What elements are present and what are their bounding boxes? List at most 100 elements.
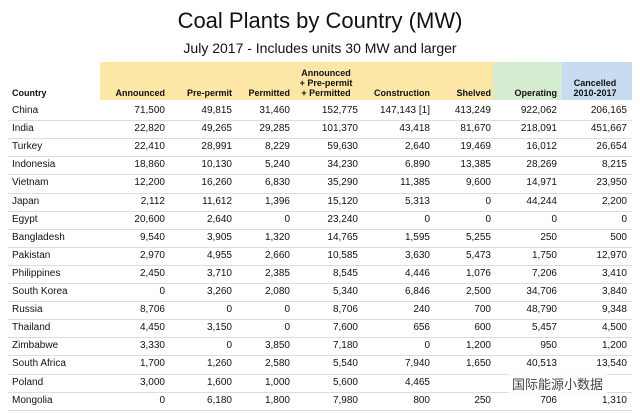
country-cell: India: [12, 123, 34, 135]
row-rule: [8, 355, 632, 357]
value-cell: 0: [159, 286, 165, 297]
header-cell: Cancelled 2010-2017: [573, 78, 617, 98]
value-cell: 23,950: [596, 177, 627, 189]
value-cell: 5,600: [332, 376, 358, 388]
watermark: 国际能源小数据: [508, 372, 608, 395]
country-cell: Poland: [12, 376, 44, 388]
value-cell: 4,465: [404, 376, 430, 388]
row-rule: [8, 156, 632, 158]
value-cell: 34,706: [526, 286, 557, 297]
value-cell: 3,260: [206, 286, 232, 297]
country-cell: Russia: [12, 304, 43, 316]
value-cell: 250: [540, 231, 557, 243]
value-cell: 3,710: [206, 267, 232, 279]
country-cell: Thailand: [12, 322, 51, 334]
value-cell: 2,080: [264, 286, 290, 297]
value-cell: 43,418: [399, 123, 430, 135]
value-cell: 1,700: [139, 358, 165, 370]
value-cell: 0: [284, 213, 290, 225]
value-cell: 34,230: [327, 159, 358, 171]
row-rule: [8, 337, 632, 339]
value-cell: 9,600: [465, 177, 491, 189]
value-cell: 3,330: [139, 340, 165, 352]
value-cell: 0: [485, 195, 491, 207]
value-cell: 1,200: [601, 340, 627, 352]
value-cell: 451,667: [590, 123, 627, 135]
value-cell: 7,206: [531, 267, 557, 279]
value-cell: 8,545: [332, 267, 358, 279]
value-cell: 4,955: [206, 249, 232, 261]
row-rule: [8, 319, 632, 321]
value-cell: 2,500: [465, 286, 491, 297]
value-cell: 15,120: [327, 195, 358, 207]
value-cell: 5,457: [531, 322, 557, 334]
value-cell: 48,790: [526, 304, 557, 316]
value-cell: 10,585: [327, 249, 358, 261]
value-cell: 2,580: [264, 358, 290, 370]
value-cell: 3,000: [139, 376, 165, 388]
value-cell: 7,600: [332, 322, 358, 334]
value-cell: 8,706: [139, 304, 165, 316]
value-cell: 12,970: [596, 249, 627, 261]
value-cell: 1,310: [601, 394, 627, 406]
value-cell: 14,765: [327, 231, 358, 243]
value-cell: 7,940: [404, 358, 430, 370]
country-cell: Japan: [12, 195, 40, 207]
value-cell: 101,370: [321, 123, 358, 135]
value-cell: 206,165: [590, 105, 627, 116]
value-cell: 0: [226, 340, 232, 352]
value-cell: 706: [540, 394, 557, 406]
value-cell: 29,285: [259, 123, 290, 135]
value-cell: 1,750: [531, 249, 557, 261]
value-cell: 2,640: [206, 213, 232, 225]
value-cell: 5,473: [465, 249, 491, 261]
value-cell: 2,385: [264, 267, 290, 279]
value-cell: 44,244: [526, 195, 557, 207]
country-cell: Egypt: [12, 213, 38, 225]
value-cell: 0: [159, 394, 165, 406]
row-rule: [8, 283, 632, 284]
value-cell: 8,215: [601, 159, 627, 171]
row-rule: [8, 192, 632, 194]
value-cell: 1,076: [465, 267, 491, 279]
value-cell: 600: [474, 322, 491, 334]
value-cell: 6,830: [264, 177, 290, 189]
value-cell: 800: [413, 394, 430, 406]
row-rule: [8, 120, 632, 122]
value-cell: 3,905: [206, 231, 232, 243]
value-cell: 18,860: [134, 159, 165, 171]
value-cell: 250: [474, 394, 491, 406]
header-cell: Permitted: [248, 88, 290, 98]
value-cell: 3,630: [404, 249, 430, 261]
row-rule: [8, 246, 632, 248]
country-cell: China: [12, 105, 39, 116]
country-cell: Turkey: [12, 141, 43, 153]
value-cell: 1,396: [264, 195, 290, 207]
value-cell: 500: [610, 231, 627, 243]
value-cell: 1,000: [264, 376, 290, 388]
value-cell: 2,970: [139, 249, 165, 261]
value-cell: 13,540: [596, 358, 627, 370]
value-cell: 8,706: [332, 304, 358, 316]
value-cell: 8,229: [264, 141, 290, 153]
value-cell: 0: [424, 340, 430, 352]
value-cell: 5,255: [465, 231, 491, 243]
value-cell: 1,650: [465, 358, 491, 370]
header-band-cancelled: [562, 62, 632, 100]
row-rule: [8, 264, 632, 266]
value-cell: 950: [540, 340, 557, 352]
value-cell: 0: [621, 213, 627, 225]
value-cell: 11,385: [400, 177, 430, 189]
value-cell: 13,385: [460, 159, 491, 171]
value-cell: 9,540: [139, 231, 165, 243]
value-cell: 2,112: [140, 195, 165, 207]
value-cell: 0: [551, 213, 557, 225]
value-cell: 5,240: [264, 159, 290, 171]
value-cell: 9,348: [601, 304, 627, 316]
country-cell: South Korea: [12, 286, 68, 297]
value-cell: 3,410: [601, 267, 627, 279]
country-cell: Mongolia: [12, 394, 53, 406]
value-cell: 49,815: [201, 105, 232, 116]
value-cell: 2,450: [139, 267, 165, 279]
